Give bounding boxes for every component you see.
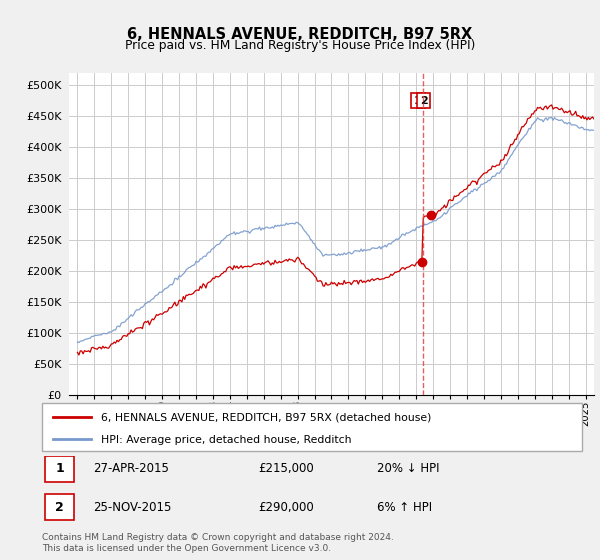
Text: 6, HENNALS AVENUE, REDDITCH, B97 5RX (detached house): 6, HENNALS AVENUE, REDDITCH, B97 5RX (de… <box>101 413 432 422</box>
FancyBboxPatch shape <box>42 403 582 451</box>
Text: Contains HM Land Registry data © Crown copyright and database right 2024.
This d: Contains HM Land Registry data © Crown c… <box>42 534 394 553</box>
Text: £290,000: £290,000 <box>258 501 314 514</box>
Text: 6% ↑ HPI: 6% ↑ HPI <box>377 501 432 514</box>
Text: 2: 2 <box>55 501 64 514</box>
Text: 1: 1 <box>55 462 64 475</box>
Text: HPI: Average price, detached house, Redditch: HPI: Average price, detached house, Redd… <box>101 435 352 445</box>
Text: Price paid vs. HM Land Registry's House Price Index (HPI): Price paid vs. HM Land Registry's House … <box>125 39 475 52</box>
Text: 2: 2 <box>420 96 428 106</box>
Text: £215,000: £215,000 <box>258 462 314 475</box>
Text: 6, HENNALS AVENUE, REDDITCH, B97 5RX: 6, HENNALS AVENUE, REDDITCH, B97 5RX <box>127 27 473 42</box>
FancyBboxPatch shape <box>45 494 74 520</box>
Text: 25-NOV-2015: 25-NOV-2015 <box>94 501 172 514</box>
Text: 20% ↓ HPI: 20% ↓ HPI <box>377 462 439 475</box>
FancyBboxPatch shape <box>45 456 74 482</box>
Text: 1: 1 <box>414 96 422 106</box>
Text: 27-APR-2015: 27-APR-2015 <box>94 462 169 475</box>
